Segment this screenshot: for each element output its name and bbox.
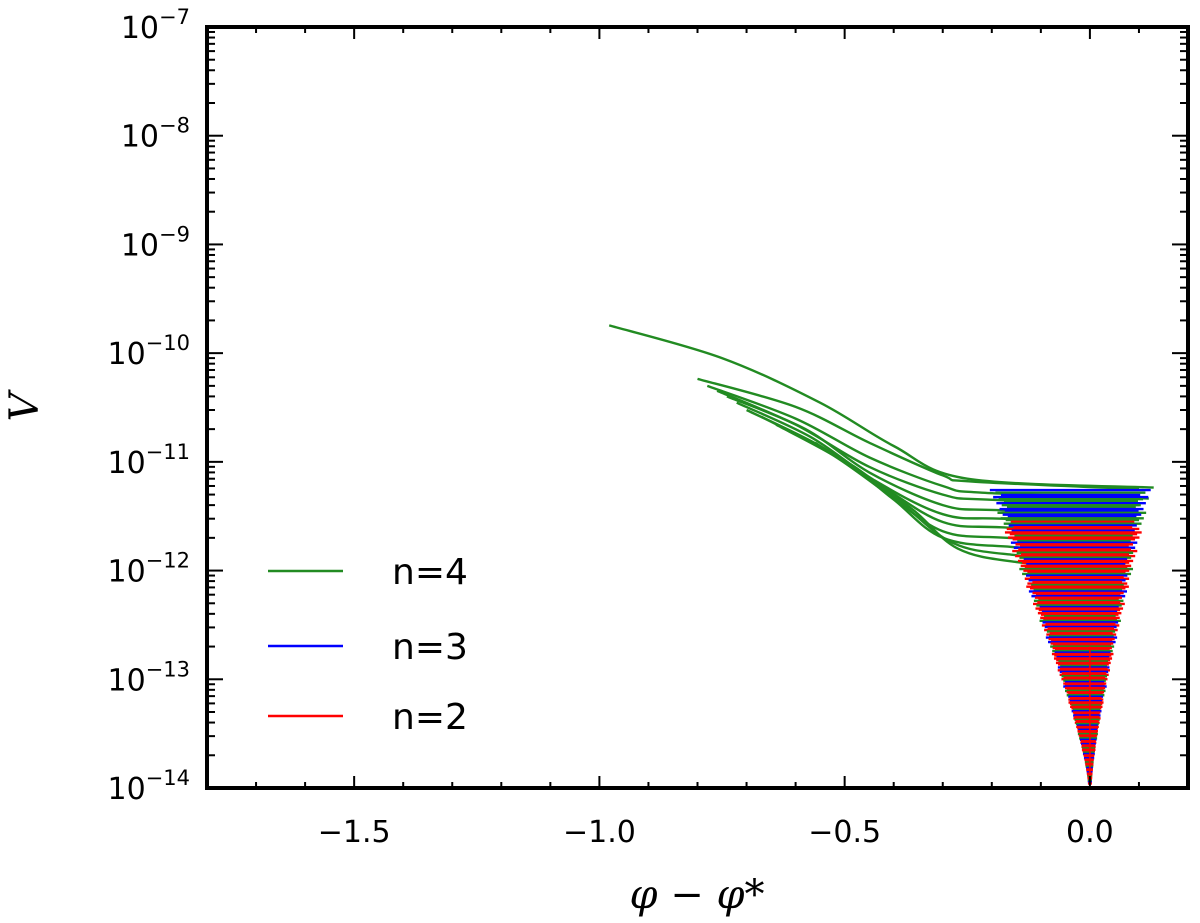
legend-label: n=2	[392, 697, 468, 738]
y-tick-label: 10−10	[107, 331, 190, 372]
axis-ticks: −1.5 −1.0 −0.5 0.0 10−14 10−13 10−12 10−11 10−10…	[107, 5, 1189, 850]
plot-data	[608, 324, 1154, 785]
series-n4-curve	[716, 389, 1140, 507]
x-tick-label: −1.5	[318, 815, 391, 850]
legend-label: n=3	[392, 627, 468, 668]
y-tick-label: 10−9	[121, 222, 190, 263]
y-tick-label: 10−7	[121, 5, 190, 46]
y-tick-label: 10−8	[121, 114, 190, 155]
legend-label: n=4	[392, 552, 468, 593]
legend: n=4 n=3 n=2	[268, 552, 468, 738]
x-tick-label: −0.5	[808, 815, 881, 850]
series-n4-curve	[697, 377, 1140, 491]
y-tick-label: 10−14	[107, 766, 190, 807]
plot-frame	[205, 25, 1190, 790]
x-tick-label: 0.0	[1066, 815, 1114, 850]
x-tick-label: −1.0	[563, 815, 636, 850]
y-tick-label: 10−12	[107, 549, 190, 590]
y-tick-label: 10−13	[107, 657, 190, 698]
series-n4-curve	[706, 384, 1149, 500]
y-axis-label: V	[2, 388, 48, 421]
y-tick-label: 10−11	[107, 440, 190, 481]
x-axis-label: φ − φ*	[630, 872, 765, 918]
